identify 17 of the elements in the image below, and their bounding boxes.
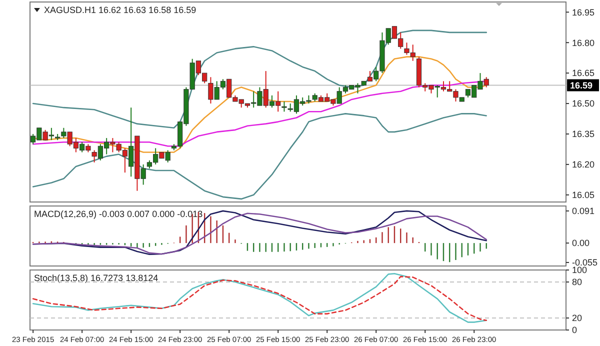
y-tick-label: 16.05 <box>572 190 595 200</box>
y-tick-label: 16.50 <box>572 98 595 109</box>
y-tick-label: 16.65 <box>572 68 595 78</box>
chart-title: XAGUSD.H1 16.62 16.63 16.58 16.59 <box>44 5 196 15</box>
y-tick-label: 16.35 <box>572 129 595 140</box>
y-tick-label: 16.95 <box>572 7 595 18</box>
y-tick-label: 16.20 <box>572 160 595 170</box>
y-tick-label: 16.80 <box>572 38 595 48</box>
y-tick-label: 0.00 <box>572 238 590 248</box>
y-tick-label: 0.091 <box>572 206 595 216</box>
y-tick-label: 100 <box>572 265 588 276</box>
y-tick-label: 20 <box>572 313 582 324</box>
y-tick-label: -0.055 <box>572 258 598 268</box>
y-tick-label: 0 <box>572 325 578 336</box>
chart-title: Stoch(13,5,8) 16.7273 13.8124 <box>34 273 158 283</box>
ref-line-label: 16.59 <box>570 80 593 90</box>
y-tick-label: 80 <box>572 277 582 288</box>
